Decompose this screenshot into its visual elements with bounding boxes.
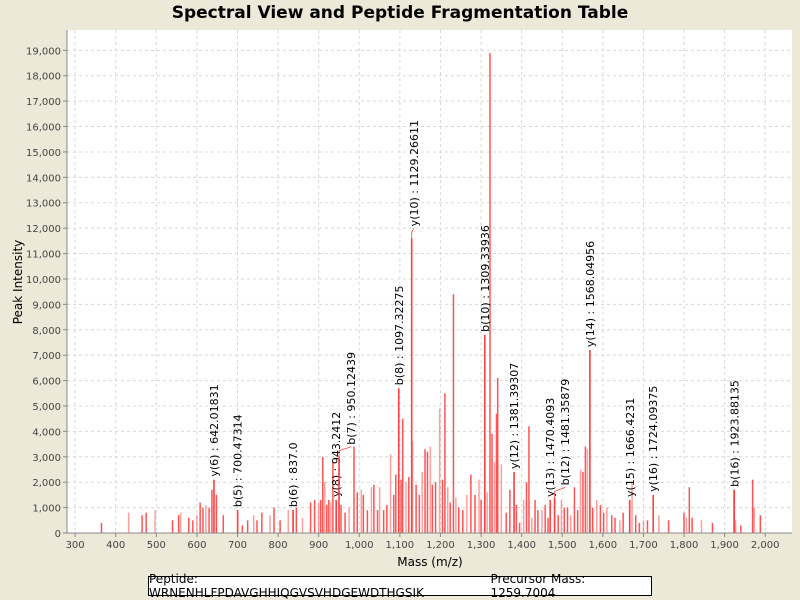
x-tick-label: 1,400 xyxy=(507,540,536,551)
x-tick-label: 600 xyxy=(187,540,206,551)
peptide-sequence: Peptide: WRNENHLFPDAVGHHIQGVSVHDGEWDTHGS… xyxy=(149,572,424,600)
peak-annotation-label: b(5) : 700.47314 xyxy=(232,414,245,507)
y-tick-label: 3,000 xyxy=(32,453,61,464)
peak-annotation-label: b(7) : 950.12439 xyxy=(345,352,358,445)
y-tick-label: 1,000 xyxy=(32,504,61,515)
y-tick-label: 6,000 xyxy=(32,377,61,388)
peak-annotation-label: y(14) : 1568.04956 xyxy=(584,241,597,347)
y-tick-label: 2,000 xyxy=(32,478,61,489)
peak-annotation-label: b(8) : 1097.32275 xyxy=(393,285,406,385)
y-tick-label: 19,000 xyxy=(26,46,61,57)
peak-annotation-label: y(12) : 1381.39307 xyxy=(508,363,521,469)
grid xyxy=(67,30,792,534)
peak-annotation-label: y(8) : 943.2412 xyxy=(330,412,343,497)
peak-annotation-label: y(15) : 1666.4231 xyxy=(624,398,637,497)
y-tick-label: 8,000 xyxy=(32,326,61,337)
x-tick-label: 1,900 xyxy=(710,540,739,551)
x-tick-label: 500 xyxy=(147,540,166,551)
x-tick-label: 700 xyxy=(228,540,247,551)
annotation-leader-line xyxy=(411,228,415,239)
y-tick-label: 0 xyxy=(55,529,61,540)
y-tick-label: 12,000 xyxy=(26,224,61,235)
y-tick-label: 11,000 xyxy=(26,250,61,261)
x-tick-label: 1,000 xyxy=(345,540,374,551)
y-tick-label: 13,000 xyxy=(26,199,61,210)
plot-area xyxy=(67,30,792,533)
x-tick-label: 800 xyxy=(269,540,288,551)
peak-annotation-label: b(12) : 1481.35879 xyxy=(559,379,572,486)
x-tick-label: 1,300 xyxy=(467,540,496,551)
peak-annotation-label: y(16) : 1724.09375 xyxy=(647,386,660,492)
x-tick-label: 900 xyxy=(309,540,328,551)
y-tick-label: 16,000 xyxy=(26,123,61,134)
y-tick-label: 7,000 xyxy=(32,351,61,362)
y-tick-label: 5,000 xyxy=(32,402,61,413)
peak-annotation-label: b(6) : 837.0 xyxy=(287,442,300,507)
peak-annotation-label: y(6) : 642.01831 xyxy=(208,384,221,476)
precursor-mass: Precursor Mass: 1259.7004 xyxy=(490,572,586,600)
chart-title: Spectral View and Peptide Fragmentation … xyxy=(171,3,629,23)
x-tick-label: 1,500 xyxy=(548,540,577,551)
y-tick-label: 10,000 xyxy=(26,275,61,286)
peak-annotation-label: y(13) : 1470.4093 xyxy=(544,398,557,497)
y-tick-label: 15,000 xyxy=(26,148,61,159)
axes: 0 1,000 2,000 3,000 4,000 5,000 6,000 7,000 8,00… xyxy=(26,30,792,551)
x-tick-label: 1,200 xyxy=(426,540,455,551)
peak-annotation-label: b(16) : 1923.88135 xyxy=(728,380,741,487)
y-tick-label: 9,000 xyxy=(32,300,61,311)
x-tick-label: 1,100 xyxy=(386,540,415,551)
y-axis-label: Peak Intensity xyxy=(11,240,25,325)
y-tick-label: 4,000 xyxy=(32,427,61,438)
annotation-leader-line xyxy=(338,446,352,457)
x-tick-label: 1,700 xyxy=(629,540,658,551)
x-tick-label: 400 xyxy=(106,540,125,551)
x-tick-label: 300 xyxy=(66,540,85,551)
x-tick-label: 1,800 xyxy=(670,540,699,551)
y-tick-label: 18,000 xyxy=(26,72,61,83)
peak-annotation-label: b(10) : 1309.33936 xyxy=(479,225,492,332)
peak-annotation-label: y(10) : 1129.26611 xyxy=(408,120,421,226)
x-tick-label: 2,000 xyxy=(751,540,780,551)
annotation-leader-line xyxy=(554,487,566,498)
x-tick-label: 1,600 xyxy=(589,540,618,551)
peptide-info-box: Peptide: WRNENHLFPDAVGHHIQGVSVHDGEWDTHGS… xyxy=(148,572,652,600)
annotations: y(6) : 642.01831 b(5) : 700.47314 b(6) : 8… xyxy=(208,120,741,533)
x-axis-label: Mass (m/z) xyxy=(397,555,462,569)
y-tick-label: 17,000 xyxy=(26,97,61,108)
y-tick-label: 14,000 xyxy=(26,173,61,184)
